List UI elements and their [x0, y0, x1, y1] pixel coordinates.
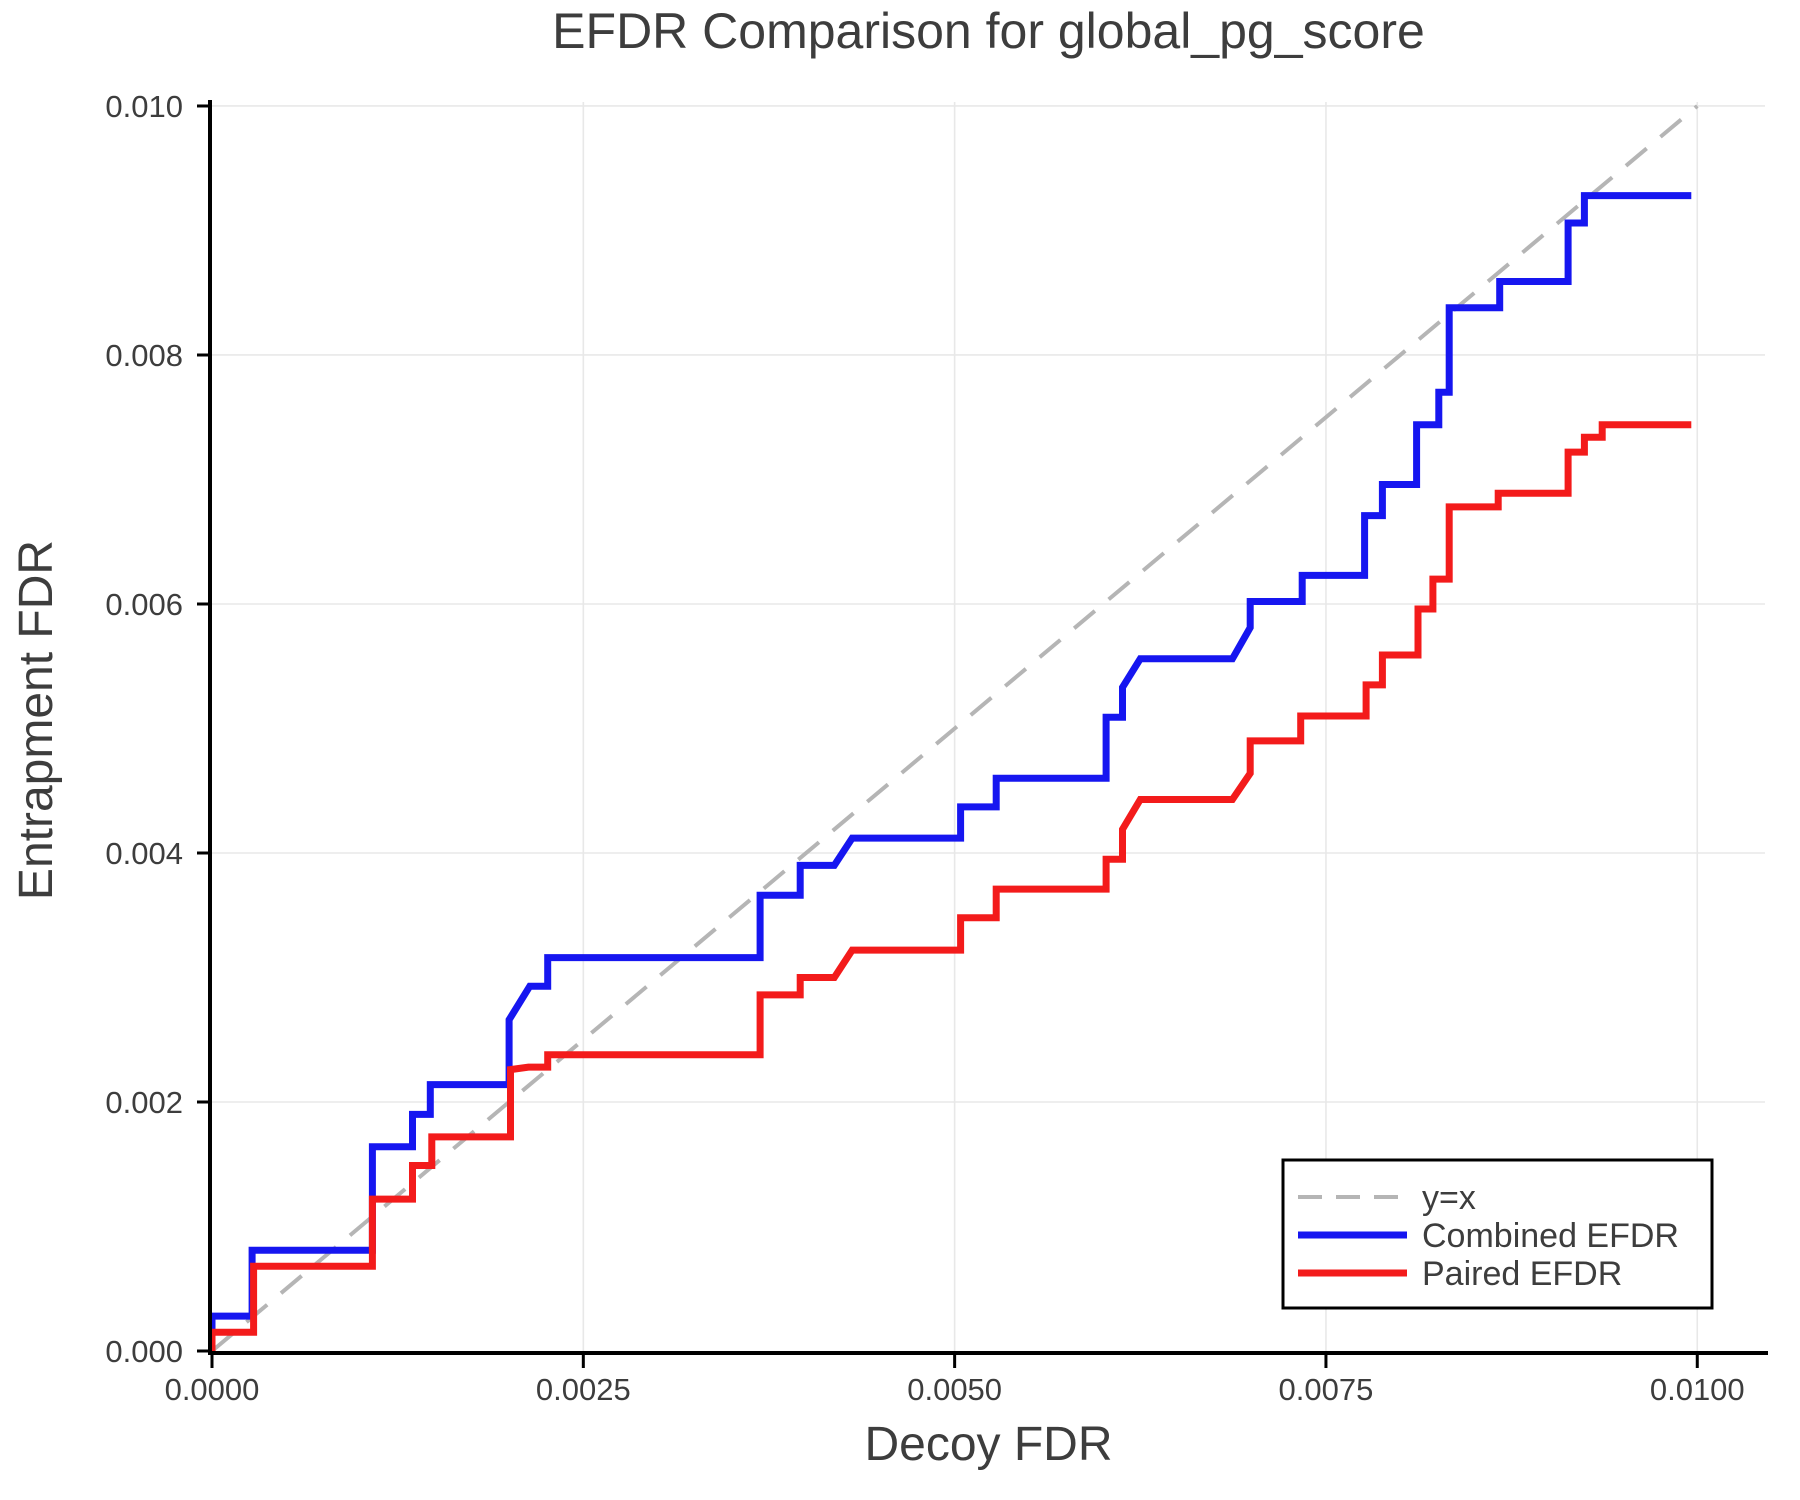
legend-label: Paired EFDR — [1422, 1255, 1622, 1293]
x-tick-label: 0.0025 — [536, 1372, 631, 1407]
legend-label: y=x — [1422, 1179, 1476, 1217]
y-tick-label: 0.000 — [105, 1334, 183, 1369]
x-tick-label: 0.0050 — [907, 1372, 1002, 1407]
series-line-paired-efdr — [208, 421, 1692, 1351]
y-tick-label: 0.010 — [105, 89, 183, 124]
chart-title: EFDR Comparison for global_pg_score — [552, 3, 1425, 59]
y-axis-label: Entrapment FDR — [10, 540, 63, 900]
text-layer: 0.0000 0.0025 0.0050 0.0075 0.0100 0.000 0.002… — [10, 3, 1745, 1471]
x-axis-label: Decoy FDR — [864, 1418, 1112, 1471]
y-tick-label: 0.004 — [105, 836, 183, 871]
x-tick-label: 0.0100 — [1650, 1372, 1745, 1407]
series-line-combined-efdr — [208, 192, 1692, 1351]
y-tick-label: 0.006 — [105, 587, 183, 622]
series-layer — [208, 192, 1692, 1351]
y-tick-label: 0.002 — [105, 1085, 183, 1120]
series-line-y-x — [210, 104, 1699, 1353]
identity-line-layer — [210, 104, 1699, 1353]
x-tick-label: 0.0000 — [165, 1372, 260, 1407]
y-tick-label: 0.008 — [105, 338, 183, 373]
gridlines — [212, 102, 1765, 1353]
axes-layer — [197, 100, 1768, 1368]
legend-label: Combined EFDR — [1422, 1217, 1679, 1255]
x-tick-label: 0.0075 — [1279, 1372, 1374, 1407]
